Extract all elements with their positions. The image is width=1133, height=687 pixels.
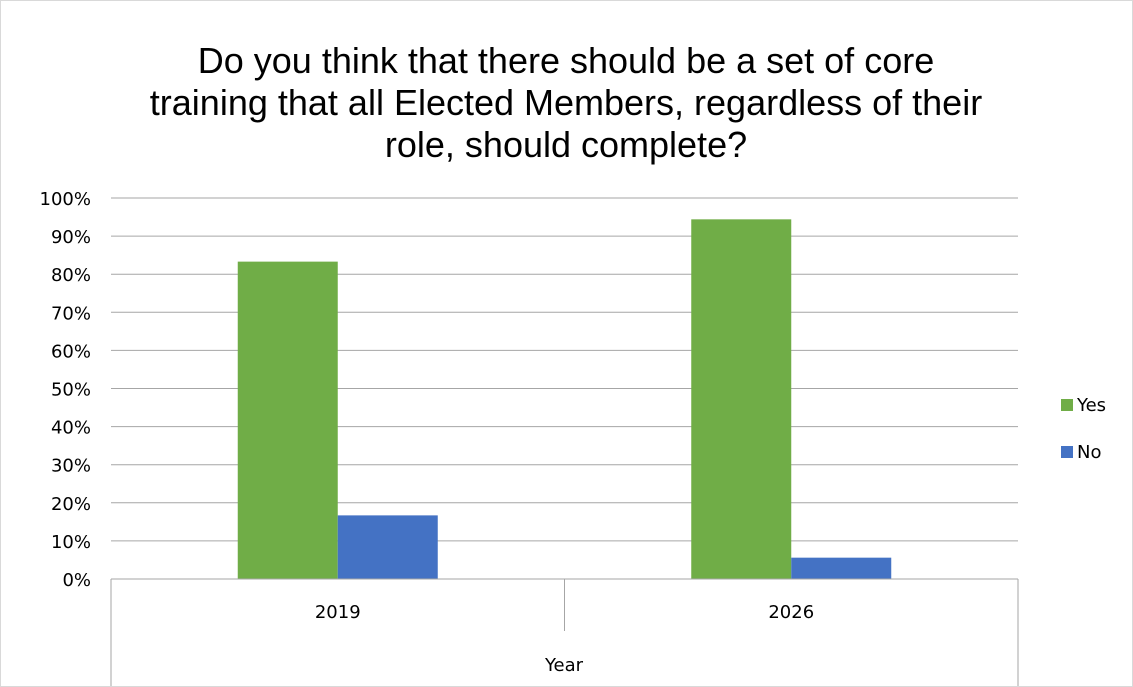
- y-tick-label: 40%: [51, 418, 91, 439]
- chart-title-line-1: Do you think that there should be a set …: [198, 40, 934, 81]
- y-tick-label: 70%: [51, 303, 91, 324]
- y-tick-label: 10%: [51, 532, 91, 553]
- y-tick-label: 80%: [51, 265, 91, 286]
- y-tick-label: 20%: [51, 494, 91, 515]
- legend-label-yes: Yes: [1076, 395, 1106, 416]
- bars: [237, 219, 892, 579]
- legend-label-no: No: [1077, 442, 1101, 463]
- x-tick-label: 2026: [768, 602, 814, 623]
- chart-title-line-2: training that all Elected Members, regar…: [150, 82, 982, 123]
- legend-swatch-no: [1061, 446, 1073, 458]
- y-tick-label: 100%: [40, 189, 91, 210]
- y-tick-label: 90%: [51, 227, 91, 248]
- x-axis-title: Year: [544, 655, 584, 676]
- y-axis-tick-labels: 0% 10% 20% 30% 40% 50% 60% 70% 80% 90% 100%: [40, 189, 91, 591]
- x-axis-tick-labels: 2019 2026: [315, 602, 814, 623]
- chart-title-line-3: role, should complete?: [385, 124, 747, 165]
- y-tick-label: 50%: [51, 380, 91, 401]
- y-tick-label: 30%: [51, 456, 91, 477]
- chart-title: Do you think that there should be a set …: [150, 40, 982, 165]
- legend-swatch-yes: [1061, 399, 1073, 411]
- bar-no-2026: [791, 557, 892, 579]
- x-axis: [110, 578, 1019, 686]
- legend: Yes No: [1061, 395, 1106, 463]
- bar-yes-2026: [691, 219, 792, 579]
- y-tick-label: 0%: [62, 570, 91, 591]
- bar-yes-2019: [237, 261, 338, 579]
- bar-no-2019: [337, 515, 438, 579]
- x-tick-label: 2019: [315, 602, 361, 623]
- y-tick-label: 60%: [51, 341, 91, 362]
